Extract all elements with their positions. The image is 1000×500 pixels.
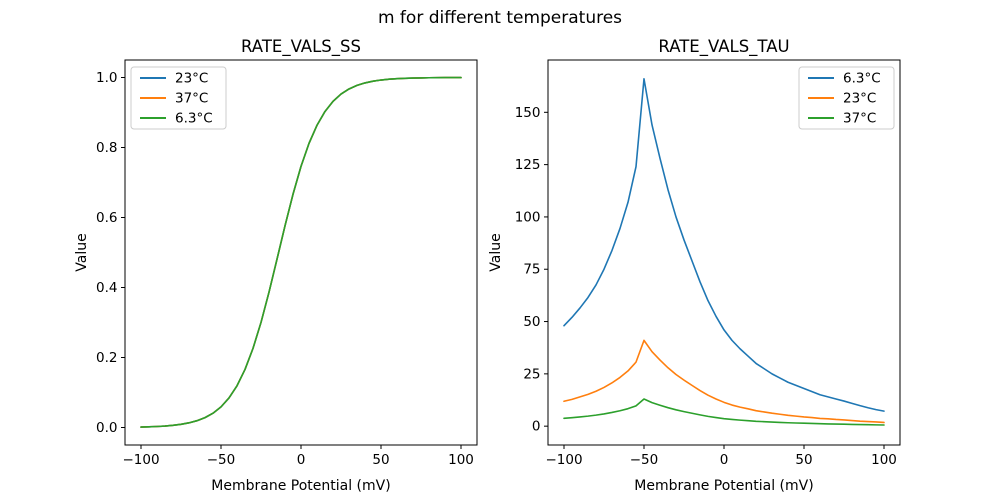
legend-frame <box>130 66 227 130</box>
series-line-37°C <box>140 76 462 428</box>
x-tick-label: −100 <box>122 452 159 468</box>
y-tick-label: 25 <box>523 366 540 382</box>
y-tick-label: 0 <box>532 419 541 435</box>
y-tick-label: 0.0 <box>96 420 117 436</box>
x-axis-label: Membrane Potential (mV) <box>634 478 813 494</box>
subplot-title: RATE_VALS_SS <box>241 37 361 57</box>
legend-label: 23°C <box>175 71 208 87</box>
x-tick-label: 0 <box>720 452 729 468</box>
x-axis-label: Membrane Potential (mV) <box>211 478 390 494</box>
legend: 23°C 37°C 6.3°C <box>130 66 227 130</box>
x-tick-label: −50 <box>630 452 659 468</box>
x-tick-label: 100 <box>448 452 474 468</box>
axes-frame <box>547 59 901 446</box>
series-line-6.3°C <box>140 76 462 428</box>
series-line-23°C <box>140 76 462 428</box>
subplot-title: RATE_VALS_TAU <box>658 37 789 57</box>
legend-label: 37°C <box>843 111 876 127</box>
y-axis-label: Value <box>74 233 90 271</box>
figure-suptitle: m for different temperatures <box>377 8 623 28</box>
legend-label: 23°C <box>843 91 876 107</box>
x-tick-label: 50 <box>795 452 812 468</box>
legend-label: 37°C <box>175 91 208 107</box>
y-tick-label: 0.2 <box>96 350 117 366</box>
series-line-6.3°C <box>563 78 885 412</box>
subplot-rate_vals_ss: RATE_VALS_SS −100 −50 0 50 100 0.0 0.2 0.4 0.6 0.8… <box>74 37 478 494</box>
y-tick-label: 125 <box>515 157 541 173</box>
series-line-23°C <box>563 339 885 424</box>
legend-label: 6.3°C <box>843 71 881 87</box>
y-tick-label: 1.0 <box>96 70 117 86</box>
y-tick-label: 100 <box>515 209 541 225</box>
y-axis-label: Value <box>488 233 504 271</box>
legend: 6.3°C 23°C 37°C <box>798 66 895 130</box>
y-tick-label: 0.6 <box>96 210 117 226</box>
axes-frame <box>124 59 478 446</box>
legend-frame <box>798 66 895 130</box>
y-tick-label: 0.8 <box>96 140 117 156</box>
legend-label: 6.3°C <box>175 111 213 127</box>
y-tick-label: 150 <box>515 105 541 121</box>
series-line-37°C <box>563 398 885 426</box>
subplot-rate_vals_tau: RATE_VALS_TAU −100 −50 0 50 100 0 25 50 75 100 125 1… <box>488 37 901 494</box>
y-tick-label: 50 <box>523 314 540 330</box>
y-tick-label: 0.4 <box>96 280 117 296</box>
x-tick-label: −50 <box>207 452 236 468</box>
y-tick-label: 75 <box>523 262 540 278</box>
x-tick-label: 50 <box>372 452 389 468</box>
x-tick-label: −100 <box>545 452 582 468</box>
x-tick-label: 100 <box>871 452 897 468</box>
x-tick-label: 0 <box>297 452 306 468</box>
